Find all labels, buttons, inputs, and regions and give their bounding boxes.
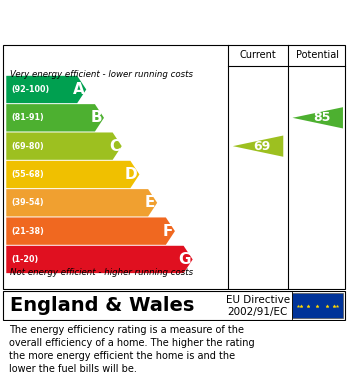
Text: (69-80): (69-80) [11,142,44,151]
Text: 69: 69 [253,140,270,152]
Text: 85: 85 [313,111,330,124]
Text: EU Directive
2002/91/EC: EU Directive 2002/91/EC [226,294,290,317]
Text: (92-100): (92-100) [11,85,49,94]
Text: B: B [90,110,102,125]
Text: Current: Current [240,50,276,60]
Text: (1-20): (1-20) [11,255,38,264]
Polygon shape [6,246,193,273]
Polygon shape [6,161,140,188]
Bar [292,293,343,318]
Text: D: D [125,167,138,182]
Text: C: C [109,139,120,154]
Text: G: G [179,252,191,267]
Text: (81-91): (81-91) [11,113,44,122]
Polygon shape [6,76,86,103]
Text: Energy Efficiency Rating: Energy Efficiency Rating [10,14,250,32]
Text: England & Wales: England & Wales [10,296,195,315]
Text: (21-38): (21-38) [11,227,44,236]
Text: (55-68): (55-68) [11,170,44,179]
Polygon shape [6,189,157,217]
Polygon shape [6,133,122,160]
Text: A: A [73,82,85,97]
Text: Not energy efficient - higher running costs: Not energy efficient - higher running co… [10,268,193,277]
Text: E: E [145,195,156,210]
Polygon shape [233,136,283,157]
Text: (39-54): (39-54) [11,198,44,207]
Text: Potential: Potential [296,50,339,60]
Polygon shape [6,217,175,245]
Text: F: F [163,224,173,239]
Polygon shape [292,107,343,128]
Text: The energy efficiency rating is a measure of the
overall efficiency of a home. T: The energy efficiency rating is a measur… [9,325,254,375]
Text: Very energy efficient - lower running costs: Very energy efficient - lower running co… [10,70,193,79]
Polygon shape [6,104,104,131]
